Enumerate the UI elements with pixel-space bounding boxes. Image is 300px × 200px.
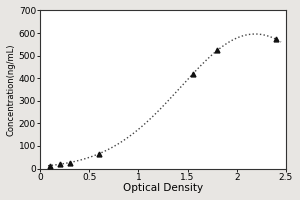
Y-axis label: Concentration(ng/mL): Concentration(ng/mL) bbox=[7, 43, 16, 136]
X-axis label: Optical Density: Optical Density bbox=[123, 183, 203, 193]
